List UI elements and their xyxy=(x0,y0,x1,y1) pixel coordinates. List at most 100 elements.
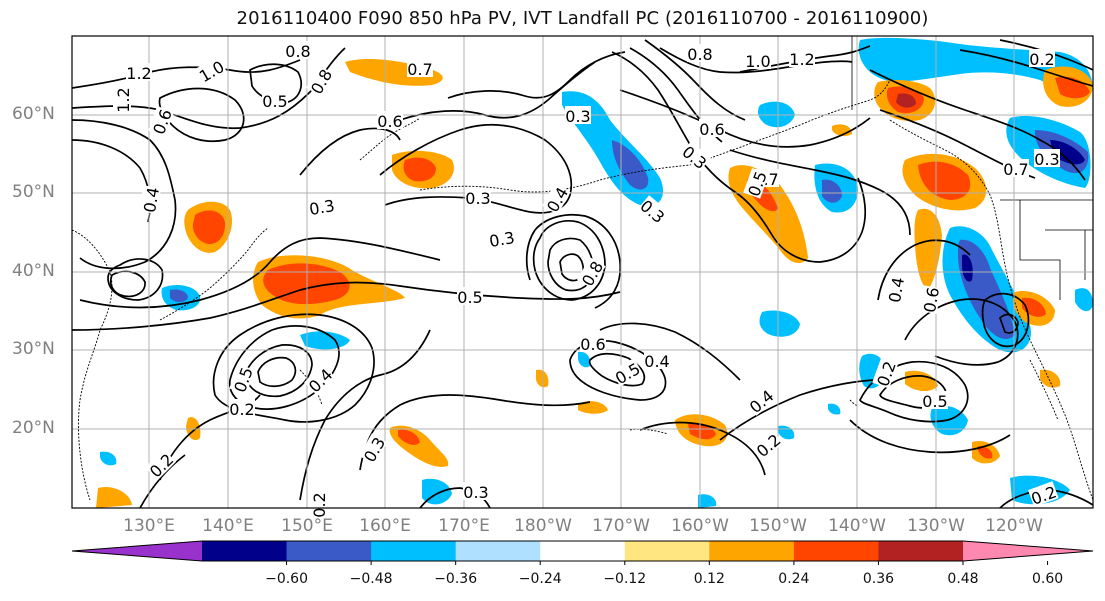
contour-line xyxy=(999,39,1093,71)
contour-label-background xyxy=(195,55,227,85)
contour-label: 1.2 xyxy=(126,64,151,83)
colorbar-tick-label: −0.60 xyxy=(265,571,308,587)
contour-line xyxy=(72,139,151,223)
colorbar-tick-label: 0.24 xyxy=(778,571,810,587)
contour-label: 0.7 xyxy=(407,60,432,79)
contour-line xyxy=(869,69,1086,181)
contour-label: 0.3 xyxy=(565,107,590,126)
contour-label: 0.4 xyxy=(746,386,778,417)
contour-label-background xyxy=(307,194,337,218)
colorbar-segment xyxy=(624,541,710,561)
longitude-label: 150°W xyxy=(749,516,807,536)
colorbar xyxy=(71,540,1094,565)
contour-label-background xyxy=(743,168,770,199)
latitude-label: 60°N xyxy=(12,104,55,124)
contour-label: 0.3 xyxy=(1034,150,1059,169)
pv-anomaly-negative xyxy=(578,351,591,368)
colorbar-tick-label: 0.12 xyxy=(693,571,725,587)
map-frame xyxy=(71,35,1094,509)
pv-anomaly-negative xyxy=(828,403,841,415)
coastline-asia xyxy=(72,229,113,501)
longitude-label: 170°E xyxy=(438,516,490,536)
contour-label: 0.7 xyxy=(1003,160,1028,179)
colorbar-tick-label: −0.48 xyxy=(349,571,393,587)
longitude-label: 140°E xyxy=(202,516,254,536)
contour-label: 0.6 xyxy=(699,120,724,139)
pv-anomaly-negative-strong xyxy=(958,239,1015,339)
colorbar-segment xyxy=(371,541,457,561)
pv-anomaly-positive xyxy=(905,370,938,392)
colorbar-segment xyxy=(540,541,626,561)
contour-line xyxy=(139,454,186,508)
pv-anomaly-negative xyxy=(1075,288,1093,312)
contour-label: 0.5 xyxy=(612,359,644,388)
colorbar-segment xyxy=(286,541,372,561)
coastline-japan xyxy=(159,227,269,321)
contour-label-background xyxy=(377,111,403,129)
contour-label-background xyxy=(565,106,591,124)
longitude-label: 160°W xyxy=(671,516,729,536)
contour-label: 1.0 xyxy=(745,52,770,71)
contour-label-background xyxy=(751,429,784,460)
contour-label-background xyxy=(148,106,175,137)
latitude-label: 40°N xyxy=(12,261,55,281)
contour-line xyxy=(644,39,746,121)
colorbar-tick-label: 0.48 xyxy=(947,571,979,587)
contour-labels: 1.0 0.8 1.2 1.2 0.5 0.8 0.7 0.6 0.6 0.4 0.3 0.2 0.3 0… xyxy=(113,41,1060,518)
contour-line xyxy=(532,220,606,301)
contour-line xyxy=(299,329,431,501)
contour-label: 0.4 xyxy=(305,365,336,396)
coastline-kamchatka xyxy=(359,117,421,161)
contour-label: 0.5 xyxy=(922,392,947,411)
contour-line xyxy=(619,89,871,148)
pv-anomaly-negative xyxy=(757,101,795,128)
pv-anomaly-positive-strong xyxy=(192,210,226,245)
latitude-label: 50°N xyxy=(12,182,55,202)
contour-label-background xyxy=(611,357,643,387)
contour-label-background xyxy=(285,41,311,59)
latitude-label: 20°N xyxy=(12,418,55,438)
longitude-label: 180°W xyxy=(514,516,572,536)
contour-line xyxy=(729,149,911,236)
contour-label-background xyxy=(699,119,725,137)
contour-line xyxy=(257,356,297,388)
pv-anomaly-negative xyxy=(100,451,117,466)
colorbar-tick-label: 0.36 xyxy=(862,571,895,587)
contour-label-background xyxy=(1034,149,1060,167)
pv-anomaly-negative xyxy=(698,494,717,508)
contour-label: 0.5 xyxy=(457,288,482,307)
contour-line xyxy=(447,51,626,99)
contour-line xyxy=(999,313,1019,334)
contour-line xyxy=(212,313,375,423)
pv-anomaly-negative-darkest xyxy=(962,254,973,282)
border-states xyxy=(1019,200,1093,300)
contour-label-background xyxy=(789,49,815,67)
contour-label-background xyxy=(580,334,606,352)
longitude-label: 170°W xyxy=(592,516,650,536)
contour-line xyxy=(859,360,969,423)
contour-label: 1.2 xyxy=(114,87,133,112)
contour-label-background xyxy=(1003,159,1029,177)
pv-anomaly-positive xyxy=(535,369,549,388)
contour-label-background xyxy=(541,183,571,215)
contour-label-background xyxy=(487,226,517,250)
contour-label: 0.8 xyxy=(285,42,310,61)
contour-label-background xyxy=(463,482,489,500)
coastline-aleutians xyxy=(419,164,691,193)
contour-label-background xyxy=(922,391,948,409)
contour-label-background xyxy=(576,257,606,289)
contour-line xyxy=(959,49,1093,87)
pv-anomaly-negative xyxy=(759,310,800,337)
contour-line xyxy=(525,213,622,309)
contour-line xyxy=(72,281,621,331)
pv-anomaly-positive-dark xyxy=(896,93,916,108)
contour-label: 0.2 xyxy=(310,492,329,517)
contour-label-background xyxy=(872,358,899,389)
contour-line xyxy=(877,239,971,301)
contour-label: 1.2 xyxy=(789,50,814,69)
longitude-label: 150°E xyxy=(281,516,333,536)
contour-label-background xyxy=(229,364,256,395)
coastline-na-west xyxy=(889,119,1093,501)
contour-label-background xyxy=(126,63,152,81)
contour-line xyxy=(981,292,1030,348)
